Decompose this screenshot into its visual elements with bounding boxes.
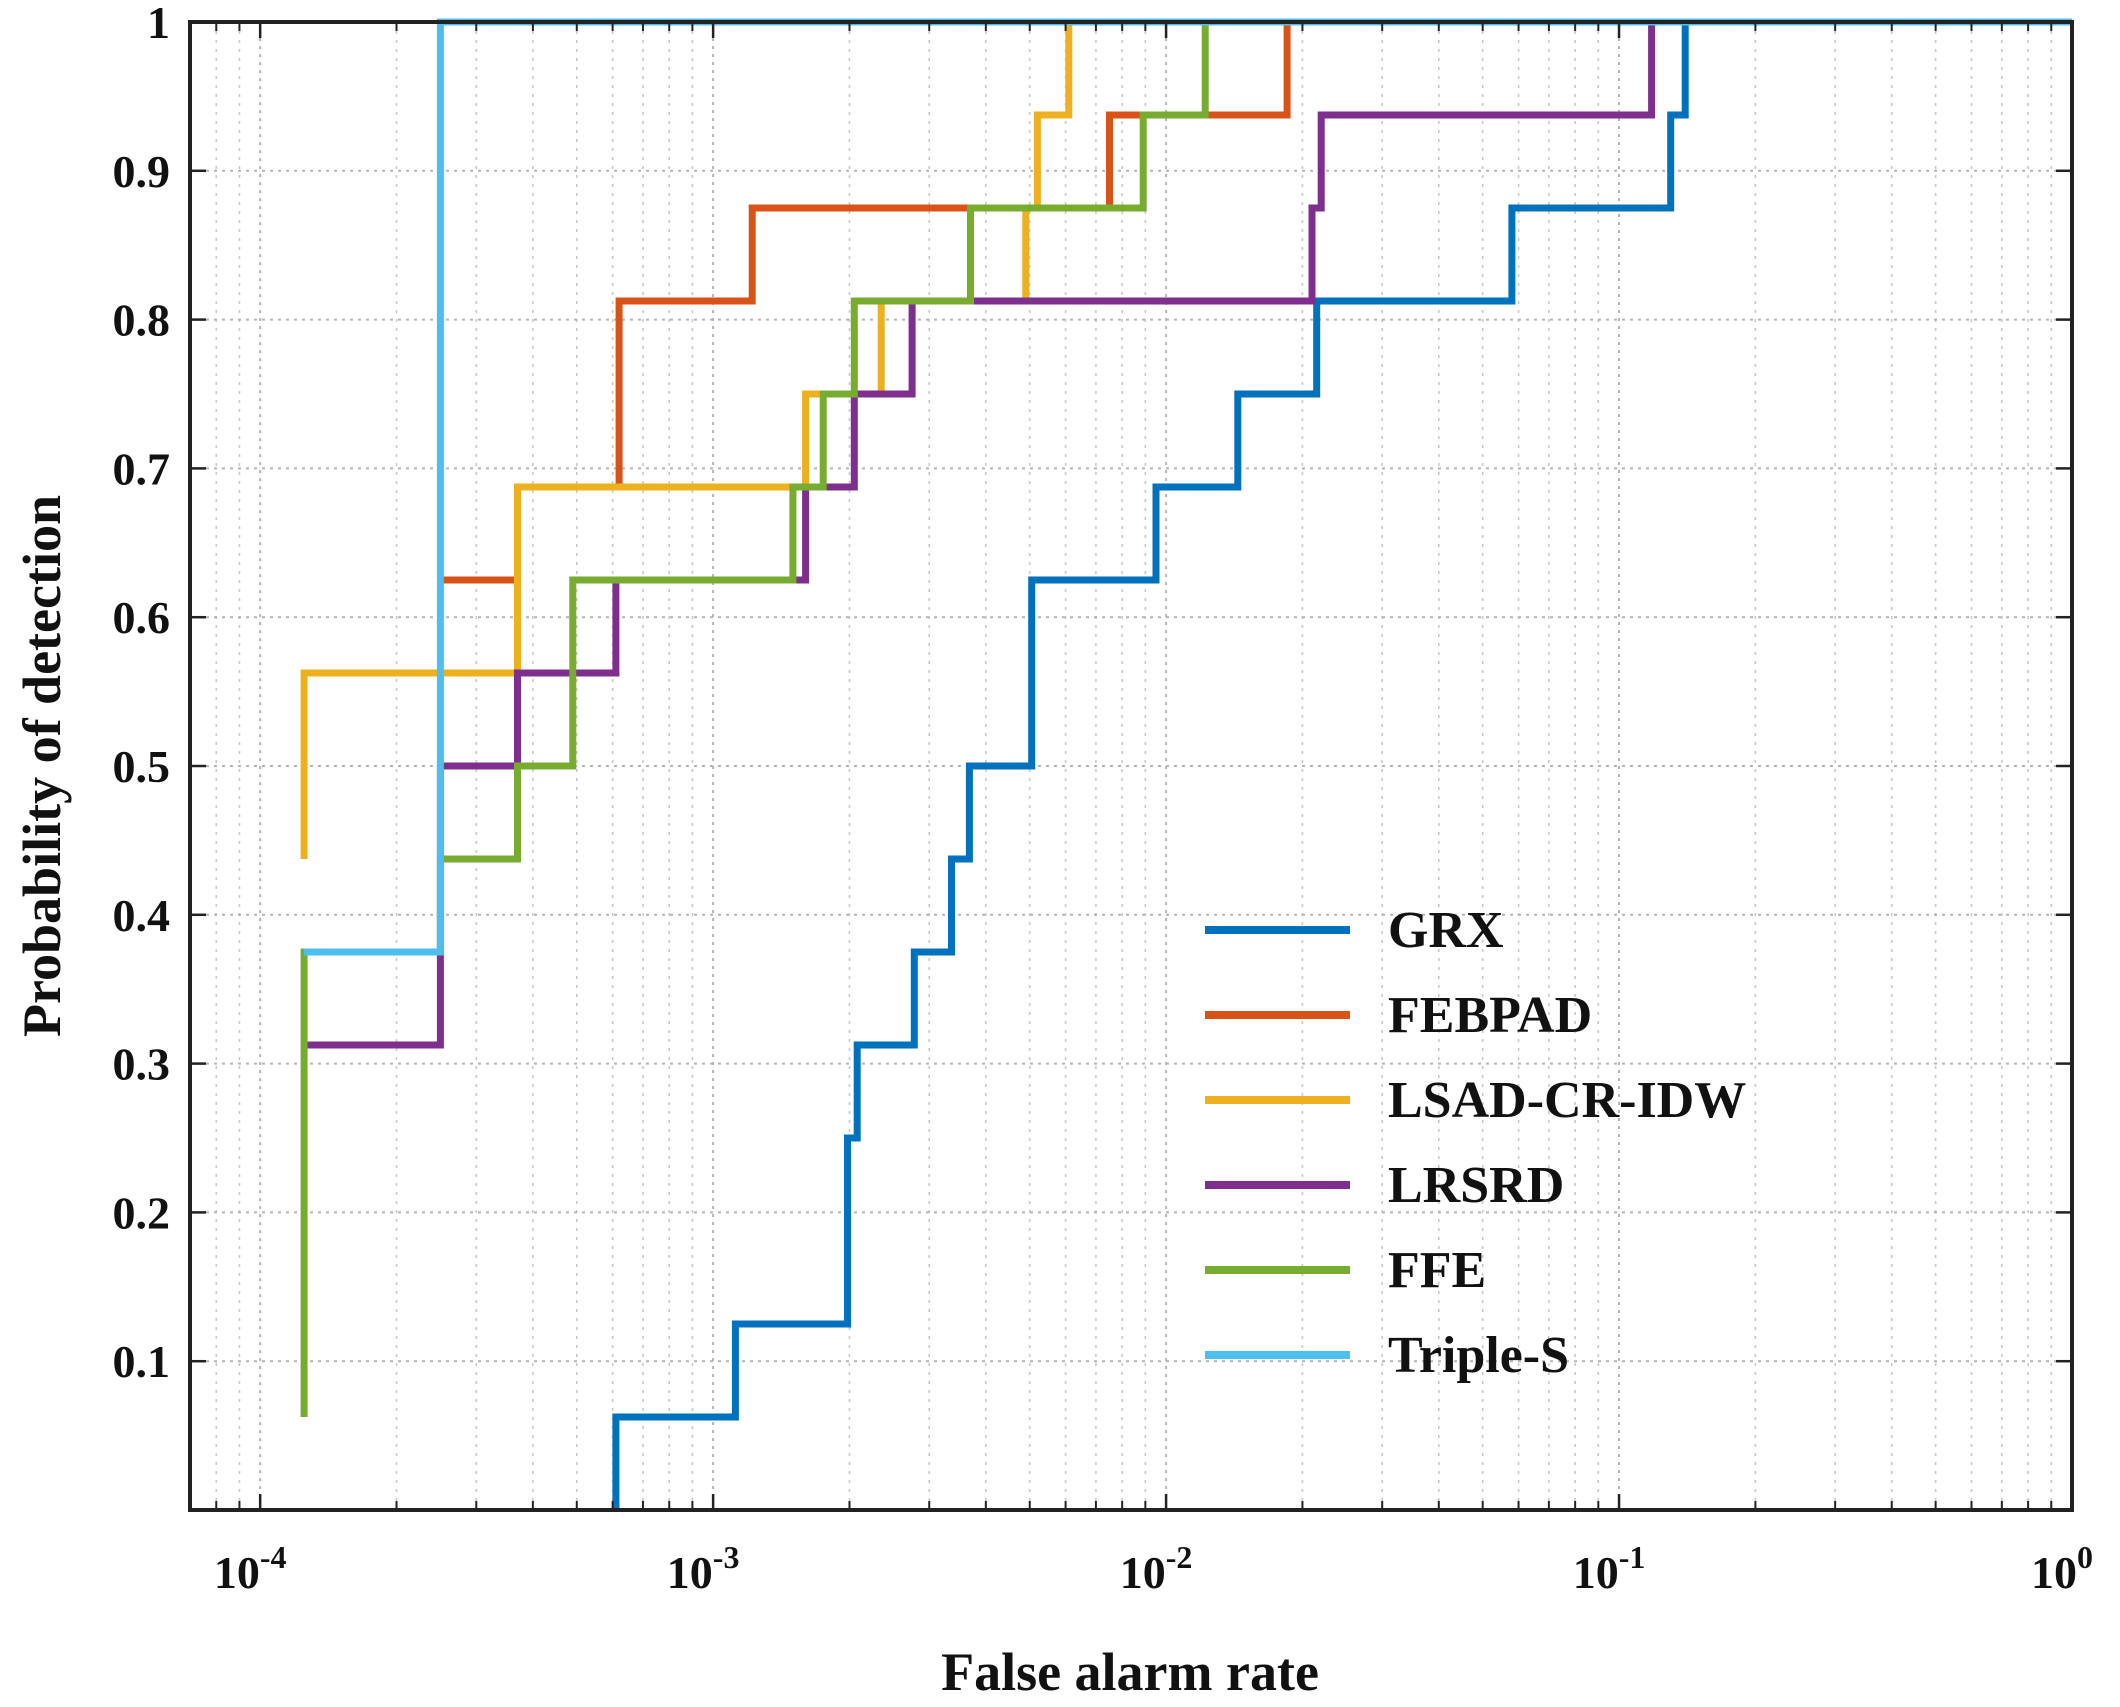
x-tick-label: 10-1 bbox=[1573, 1539, 1646, 1598]
y-axis-title: Probability of detection bbox=[12, 495, 72, 1037]
legend-label-grx: GRX bbox=[1388, 902, 1504, 959]
x-tick-base: 10 bbox=[2031, 1547, 2077, 1598]
y-tick-label: 0.3 bbox=[113, 1039, 171, 1090]
x-tick-exponent: -4 bbox=[260, 1539, 287, 1575]
y-tick-label: 0.8 bbox=[113, 295, 171, 346]
x-tick-base: 10 bbox=[214, 1547, 260, 1598]
legend-label-lsad-cr-idw: LSAD-CR-IDW bbox=[1388, 1072, 1746, 1129]
legend-label-ffe: FFE bbox=[1388, 1242, 1486, 1299]
x-tick-label: 10-4 bbox=[214, 1539, 287, 1598]
major-grid bbox=[190, 22, 2072, 1510]
x-tick-base: 10 bbox=[1573, 1547, 1619, 1598]
y-tick-label: 0.4 bbox=[113, 890, 171, 941]
legend-label-triple-s: Triple-S bbox=[1388, 1327, 1569, 1384]
legend-label-febpad: FEBPAD bbox=[1388, 987, 1592, 1044]
y-tick-label: 1 bbox=[147, 0, 170, 48]
y-tick-label: 0.6 bbox=[113, 592, 171, 643]
x-tick-exponent: 0 bbox=[2077, 1539, 2093, 1575]
x-tick-label: 10-3 bbox=[667, 1539, 740, 1598]
x-tick-base: 10 bbox=[1120, 1547, 1166, 1598]
y-tick-label: 0.9 bbox=[113, 146, 171, 197]
y-tick-label: 0.7 bbox=[113, 443, 171, 494]
ticks-layer bbox=[189, 20, 2074, 1510]
x-tick-base: 10 bbox=[667, 1547, 713, 1598]
series-line-ffe bbox=[300, 18, 2072, 1417]
y-tick-label: 0.2 bbox=[113, 1187, 171, 1238]
x-tick-label: 100 bbox=[2031, 1539, 2093, 1598]
y-tick-labels: 0.1 0.2 0.3 0.4 0.5 0.6 0.7 0.8 0.9 1 bbox=[113, 0, 171, 1387]
x-tick-label: 10-2 bbox=[1120, 1539, 1193, 1598]
series-line-grx bbox=[612, 18, 2072, 1510]
series-layer bbox=[300, 18, 2072, 1510]
legend-label-lrsrd: LRSRD bbox=[1388, 1157, 1564, 1214]
x-axis-title: False alarm rate bbox=[941, 1642, 1319, 1702]
x-tick-exponent: -2 bbox=[1166, 1539, 1193, 1575]
y-tick-label: 0.1 bbox=[113, 1336, 171, 1387]
y-tick-label: 0.5 bbox=[113, 741, 171, 792]
x-tick-labels: 10-4 10-3 10-2 10-1 100 bbox=[214, 1539, 2093, 1598]
legend: GRX FEBPAD LSAD-CR-IDW LRSRD FFE Triple-S bbox=[1205, 902, 1746, 1384]
x-tick-exponent: -1 bbox=[1619, 1539, 1646, 1575]
x-tick-exponent: -3 bbox=[713, 1539, 740, 1575]
series-line-lrsrd bbox=[304, 18, 2072, 1049]
